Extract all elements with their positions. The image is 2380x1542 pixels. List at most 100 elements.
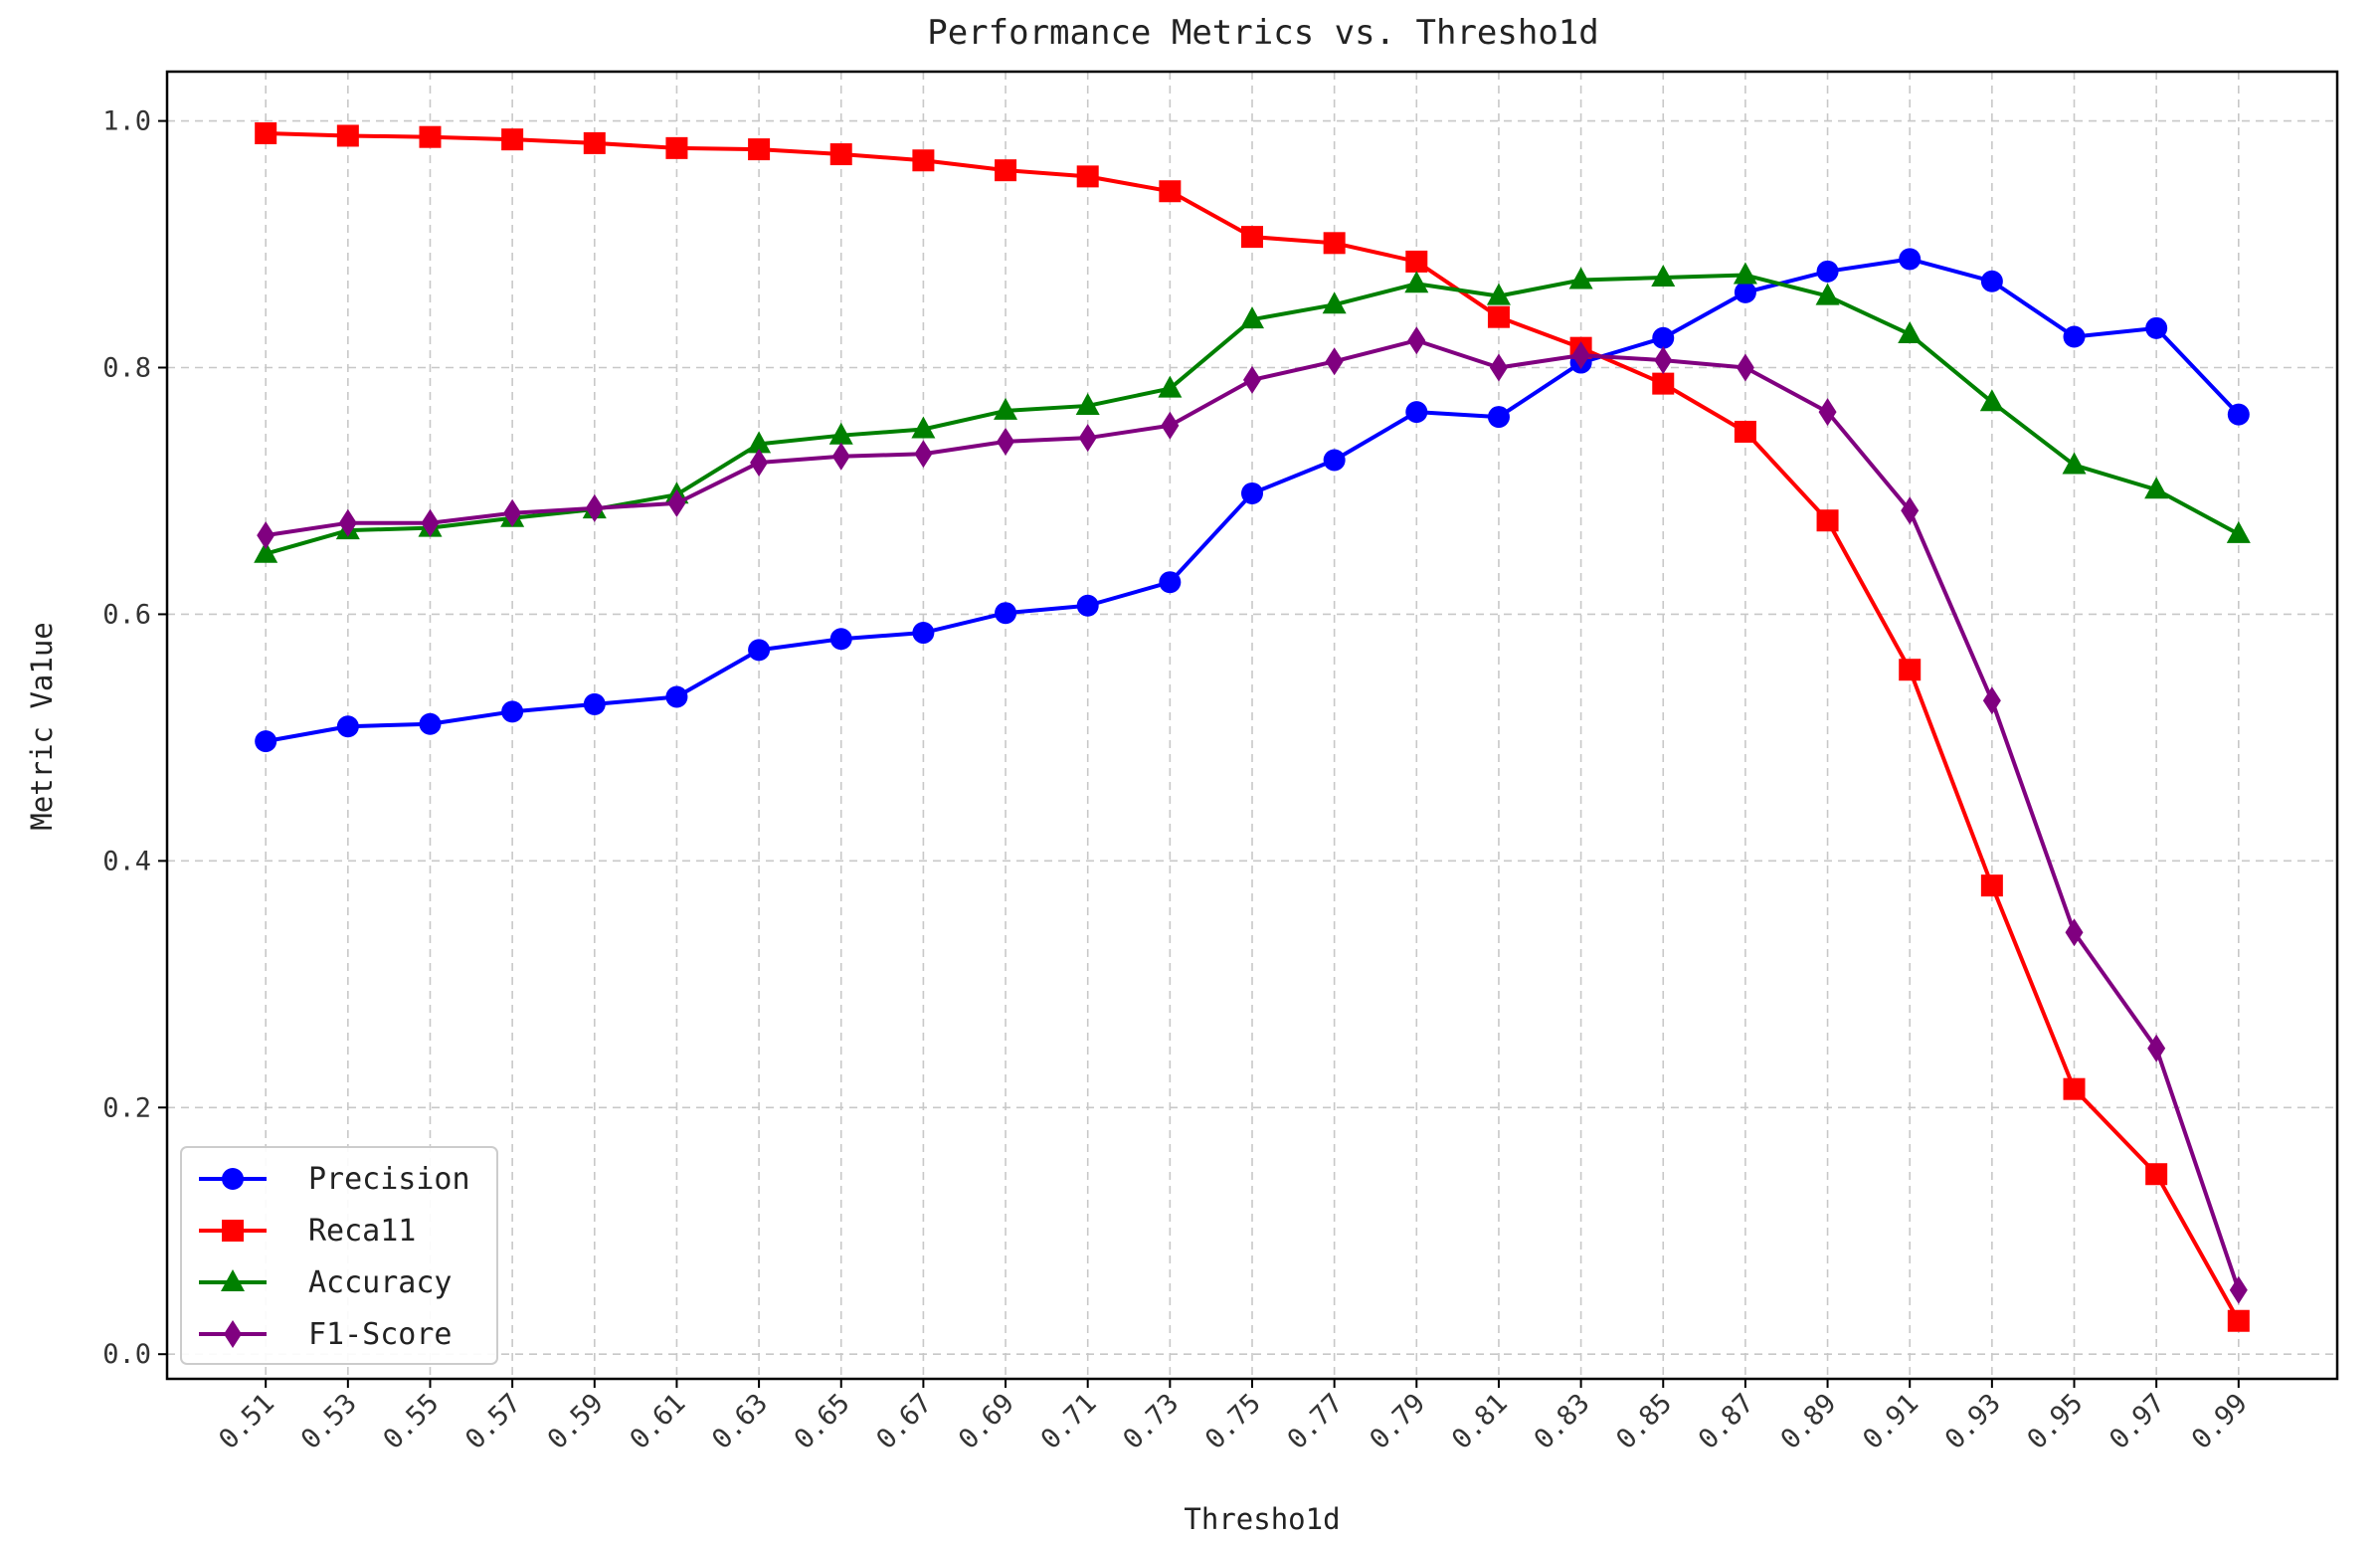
data-point-f1-score bbox=[421, 508, 440, 537]
data-point-f1-score bbox=[831, 442, 850, 471]
data-point-accuracy bbox=[1815, 283, 1840, 305]
legend: Precision Reca11 Accuracy F1-Score bbox=[180, 1146, 498, 1365]
data-point-f1-score bbox=[257, 521, 275, 550]
data-point-f1-score bbox=[667, 488, 686, 517]
data-point-accuracy bbox=[1322, 291, 1347, 314]
data-point-reca11 bbox=[1734, 420, 1756, 443]
data-point-f1-score bbox=[1901, 496, 1920, 525]
data-point-accuracy bbox=[911, 416, 936, 439]
data-point-reca11 bbox=[419, 125, 442, 148]
data-point-precision bbox=[1652, 326, 1675, 349]
data-point-reca11 bbox=[1980, 874, 2003, 897]
data-point-reca11 bbox=[1159, 180, 1182, 203]
x-tick-label: 0.97 bbox=[2104, 1388, 2171, 1455]
data-point-reca11 bbox=[2227, 1309, 2250, 1332]
data-point-precision bbox=[1816, 260, 1839, 283]
data-point-f1-score bbox=[1078, 424, 1097, 453]
legend-marker-precision bbox=[222, 1168, 244, 1190]
plot-area bbox=[254, 121, 2251, 1332]
data-point-precision bbox=[2145, 316, 2168, 339]
data-point-precision bbox=[995, 602, 1017, 625]
data-point-precision bbox=[1980, 270, 2003, 292]
data-point-f1-score bbox=[1818, 398, 1837, 427]
legend-marker-f1-score bbox=[224, 1320, 242, 1348]
data-point-precision bbox=[583, 692, 606, 715]
data-point-f1-score bbox=[1736, 353, 1754, 382]
data-point-accuracy bbox=[1240, 306, 1264, 329]
data-point-precision bbox=[2227, 403, 2250, 426]
x-tick-label: 0.63 bbox=[706, 1388, 774, 1455]
data-point-accuracy bbox=[2144, 477, 2169, 499]
x-tick-label: 0.73 bbox=[1117, 1388, 1185, 1455]
data-point-precision bbox=[1159, 571, 1182, 594]
data-point-f1-score bbox=[2229, 1275, 2248, 1304]
series-precision bbox=[255, 248, 2250, 753]
data-point-precision bbox=[829, 628, 852, 651]
data-point-accuracy bbox=[1075, 392, 1100, 415]
x-tick-label: 0.59 bbox=[542, 1388, 610, 1455]
data-point-f1-score bbox=[2065, 918, 2084, 947]
legend-label-accuracy: Accuracy bbox=[308, 1265, 453, 1300]
x-axis: 0.51 0.53 0.55 0.57 0.59 0.61 0.63 0.65 0.67 0.69… bbox=[213, 1379, 2254, 1455]
data-point-precision bbox=[1076, 594, 1099, 617]
x-tick-label: 0.55 bbox=[378, 1388, 446, 1455]
x-tick-label: 0.53 bbox=[295, 1388, 363, 1455]
data-point-reca11 bbox=[995, 159, 1017, 182]
data-point-reca11 bbox=[1652, 372, 1675, 395]
data-point-reca11 bbox=[665, 136, 688, 159]
series-reca11 bbox=[255, 121, 2250, 1332]
grid bbox=[167, 72, 2337, 1379]
x-tick-label: 0.79 bbox=[1364, 1388, 1431, 1455]
data-point-f1-score bbox=[585, 493, 604, 522]
legend-label-reca11: Reca11 bbox=[308, 1214, 416, 1249]
data-point-reca11 bbox=[2145, 1163, 2168, 1186]
x-tick-label: 0.77 bbox=[1282, 1388, 1350, 1455]
legend-box bbox=[180, 1146, 498, 1365]
data-point-reca11 bbox=[2063, 1077, 2086, 1100]
data-point-f1-score bbox=[338, 508, 357, 537]
data-point-precision bbox=[1734, 281, 1756, 303]
data-point-reca11 bbox=[1323, 232, 1346, 255]
data-point-f1-score bbox=[1571, 341, 1590, 370]
x-tick-label: 0.89 bbox=[1775, 1388, 1843, 1455]
y-axis-label: Metric Va1ue bbox=[25, 622, 59, 831]
data-point-reca11 bbox=[748, 138, 771, 161]
data-point-accuracy bbox=[1486, 283, 1511, 305]
data-point-accuracy bbox=[1404, 271, 1429, 293]
data-point-reca11 bbox=[1405, 250, 1428, 273]
y-tick-label: 0.8 bbox=[102, 353, 151, 384]
data-point-reca11 bbox=[1241, 226, 1263, 249]
data-point-reca11 bbox=[1076, 165, 1099, 188]
data-point-precision bbox=[1323, 449, 1346, 472]
data-point-reca11 bbox=[829, 143, 852, 166]
data-point-accuracy bbox=[1651, 265, 1676, 288]
x-tick-label: 0.91 bbox=[1857, 1388, 1924, 1455]
data-point-f1-score bbox=[2147, 1034, 2166, 1062]
data-point-accuracy bbox=[1568, 267, 1593, 289]
data-point-f1-score bbox=[1243, 365, 1261, 394]
x-axis-label: Thresho1d bbox=[1184, 1502, 1340, 1536]
legend-label-precision: Precision bbox=[308, 1162, 470, 1197]
data-point-f1-score bbox=[997, 427, 1015, 456]
x-tick-label: 0.75 bbox=[1199, 1388, 1267, 1455]
data-point-precision bbox=[912, 622, 935, 645]
data-point-reca11 bbox=[1816, 509, 1839, 532]
data-point-precision bbox=[1487, 406, 1510, 429]
data-point-precision bbox=[336, 715, 359, 738]
data-point-f1-score bbox=[1161, 411, 1180, 440]
data-point-f1-score bbox=[1654, 346, 1673, 375]
x-tick-label: 0.87 bbox=[1693, 1388, 1760, 1455]
x-tick-label: 0.51 bbox=[213, 1388, 280, 1455]
data-point-reca11 bbox=[912, 149, 935, 172]
data-point-reca11 bbox=[583, 131, 606, 154]
legend-marker-accuracy bbox=[221, 1269, 245, 1291]
data-point-precision bbox=[255, 730, 277, 753]
data-point-accuracy bbox=[254, 540, 278, 563]
data-point-f1-score bbox=[1489, 353, 1508, 382]
x-tick-label: 0.85 bbox=[1610, 1388, 1678, 1455]
data-point-f1-score bbox=[1325, 347, 1344, 376]
data-point-precision bbox=[419, 712, 442, 735]
x-tick-label: 0.99 bbox=[2186, 1388, 2254, 1455]
data-point-precision bbox=[501, 700, 524, 723]
